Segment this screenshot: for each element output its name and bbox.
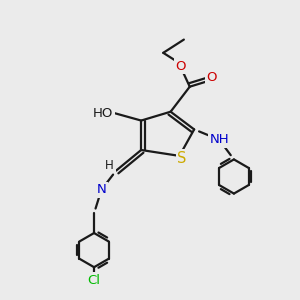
Text: O: O: [207, 71, 217, 84]
Text: HO: HO: [93, 107, 113, 120]
Text: S: S: [177, 151, 187, 166]
Text: N: N: [97, 183, 106, 196]
Text: Cl: Cl: [88, 274, 100, 287]
Text: NH: NH: [209, 133, 229, 146]
Text: H: H: [105, 159, 114, 172]
Text: O: O: [176, 60, 186, 73]
